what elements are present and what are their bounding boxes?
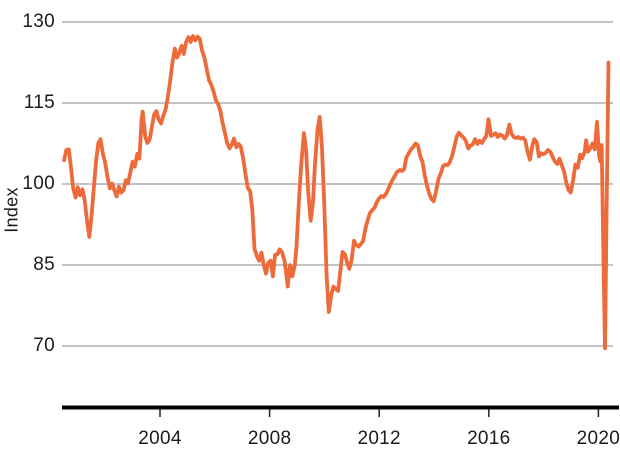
y-tick-label-100: 100 — [22, 173, 55, 194]
x-tick-label-2012: 2012 — [357, 428, 401, 449]
x-tick-label-2008: 2008 — [247, 428, 292, 449]
x-tick-label-2016: 2016 — [467, 428, 511, 449]
y-tick-label-70: 70 — [33, 335, 55, 356]
index-line-series — [62, 34, 611, 351]
x-tick-label-2004: 2004 — [138, 428, 182, 449]
y-tick-label-85: 85 — [33, 254, 55, 275]
y-tick-label-130: 130 — [22, 11, 55, 32]
y-tick-label-115: 115 — [23, 92, 55, 113]
x-tick-label-2020: 2020 — [576, 428, 620, 449]
